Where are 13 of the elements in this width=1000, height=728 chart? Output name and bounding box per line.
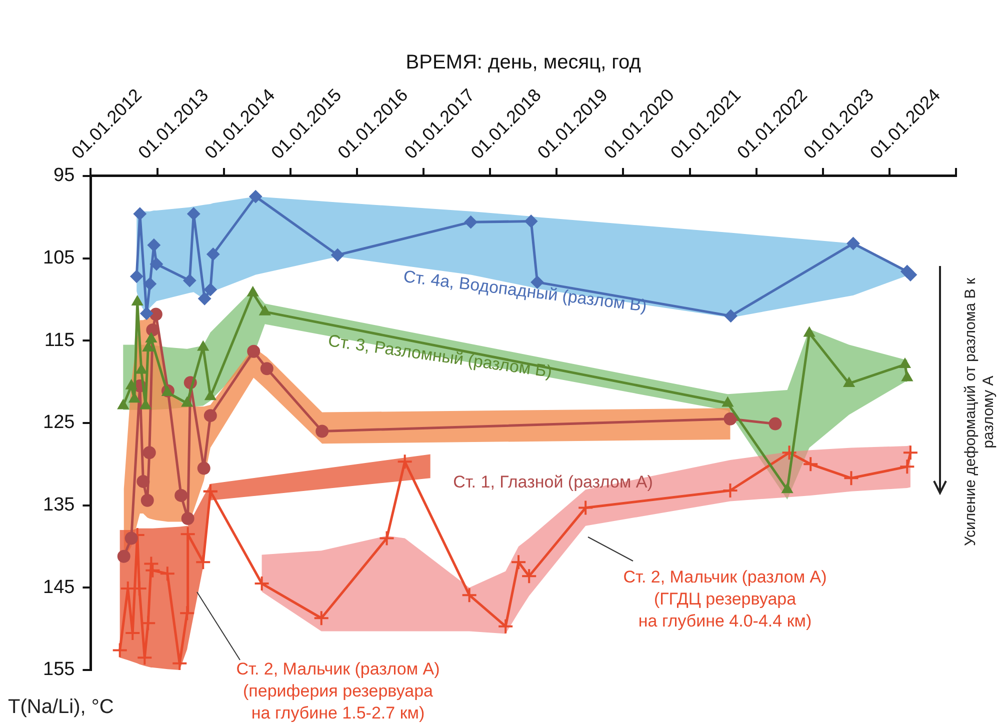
y-tick-label: 135	[43, 494, 75, 516]
y-tick-label: 155	[43, 659, 75, 680]
text: Ст. 2, Мальчик (разлом А) (периферия резервуара на глубине 1.5-2.7 км)	[236, 660, 440, 723]
y-tick-label: 105	[43, 248, 75, 269]
y-tick-label: 115	[44, 330, 75, 351]
x-axis-title: ВРЕМЯ: день, месяц, год	[406, 52, 642, 74]
y-tick-label: 145	[43, 576, 75, 598]
y-tick-label: 125	[43, 412, 75, 434]
text: Ст. 1, Глазной (разлом А)	[453, 472, 653, 492]
text: Ст. 2, Мальчик (разлом А) (ГГДЦ резервуара на глубине 4.0-4.4 км)	[623, 568, 827, 631]
y-tick-label: 95	[54, 165, 75, 186]
y-axis-title: T(Na/Li), °C	[8, 696, 114, 719]
text: Усиление деформаций от разлома В к разлому А	[962, 276, 998, 548]
